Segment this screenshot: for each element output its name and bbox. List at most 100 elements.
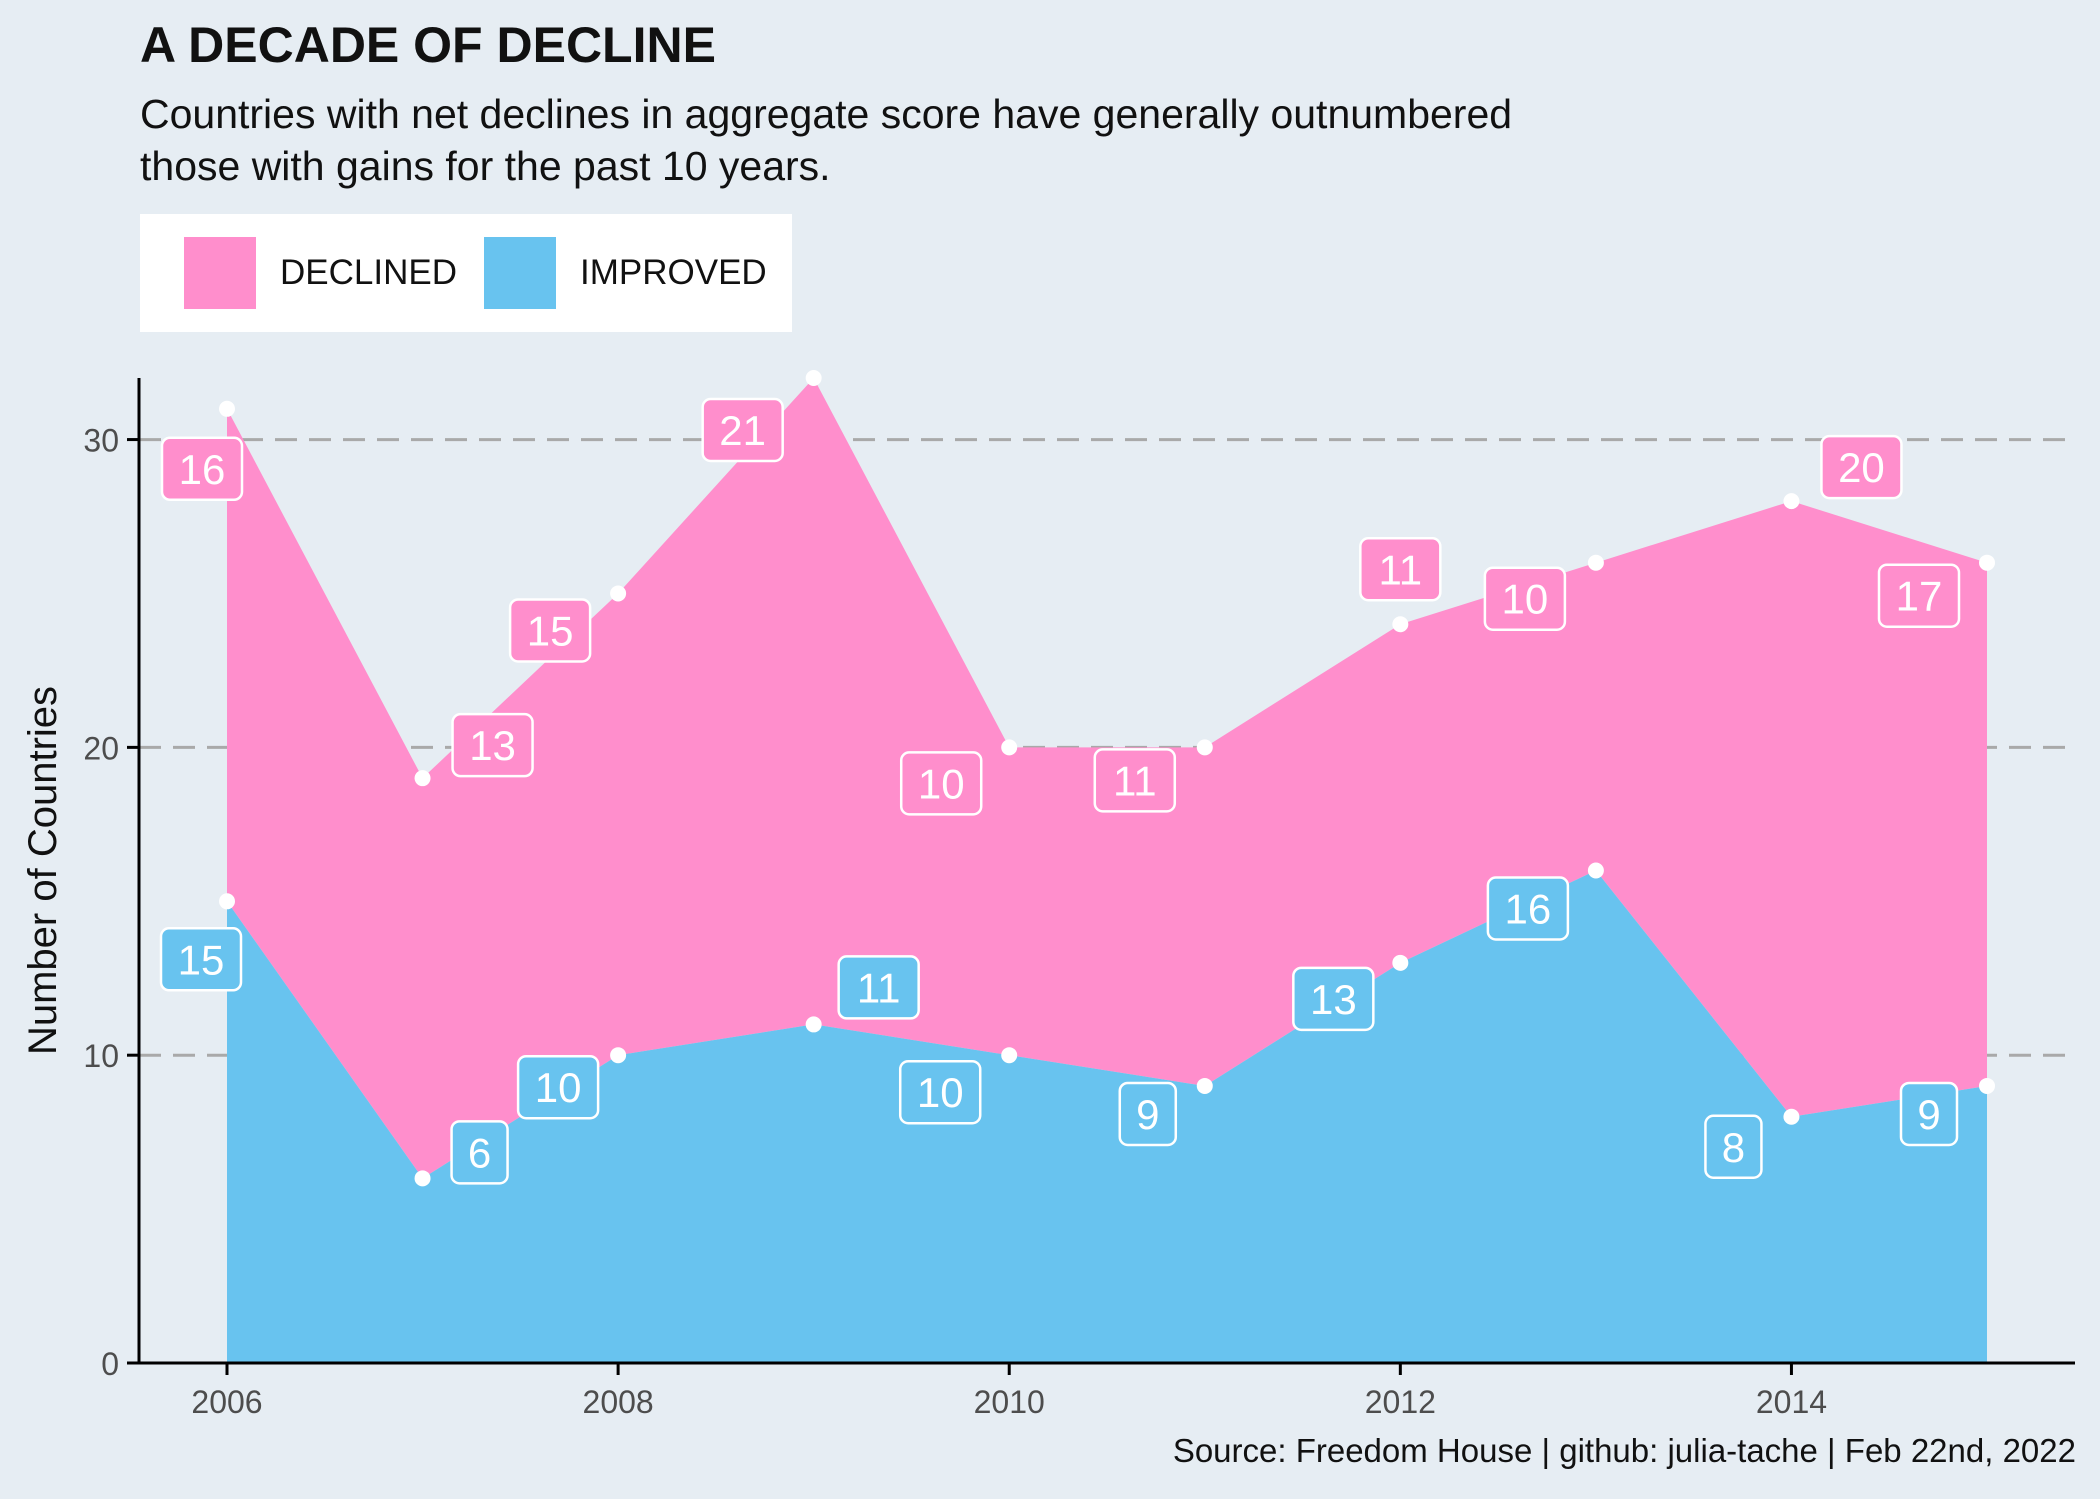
point-improved-2013 [1587,862,1604,879]
data-label-improved-2013-text: 16 [1505,886,1552,933]
data-label-improved-2008-text: 10 [535,1064,582,1111]
data-label-improved-2007: 6 [450,1120,509,1185]
data-label-declined-2006: 16 [160,436,244,502]
data-label-declined-2010: 10 [899,751,983,816]
data-label-improved-2015-box [1899,1081,1959,1147]
legend-label-improved: IMPROVED [580,253,767,292]
point-declined-2007 [414,770,431,787]
legend-label-declined: DECLINED [280,253,457,292]
data-label-improved-2014: 8 [1704,1114,1763,1179]
x-tick-label-2006: 2006 [191,1384,262,1420]
legend: DECLINED IMPROVED [140,214,792,332]
data-label-improved-2009-text: 11 [857,964,901,1011]
data-label-improved-2009-box [837,955,920,1020]
data-label-improved-2014-box [1704,1114,1763,1179]
point-declined-2014 [1783,493,1800,510]
point-improved-2015 [1979,1077,1995,1094]
data-label-improved-2008-box [516,1054,600,1120]
point-declined-2008 [610,585,627,602]
legend-swatch-improved [484,237,556,309]
point-improved-2010 [1001,1047,1018,1064]
source-caption: Source: Freedom House | github: julia-ta… [1172,1432,2076,1469]
data-label-declined-2006-text: 16 [179,446,226,493]
data-label-improved-2013: 16 [1486,876,1570,941]
data-label-declined-2009-box [701,397,784,463]
subtitle-line-1: Countries with net declines in aggregate… [140,91,1513,137]
data-label-declined-2013-box [1483,566,1567,631]
data-label-declined-2013-text: 10 [1502,576,1549,623]
data-label-improved-2007-box [450,1120,509,1185]
point-declined-2006 [219,400,235,417]
point-improved-2012 [1392,954,1409,971]
legend-swatch-declined [184,237,256,309]
data-label-declined-2015-box [1877,563,1961,628]
x-tick-label-2014: 2014 [1756,1384,1827,1420]
x-tick-label-2010: 2010 [974,1384,1045,1420]
subtitle-line-2: those with gains for the past 10 years. [140,143,831,189]
data-label-declined-2011: 11 [1093,748,1177,813]
data-label-improved-2009: 11 [837,955,920,1020]
data-label-declined-2012: 11 [1359,537,1442,602]
point-improved-2007 [414,1170,431,1187]
point-improved-2009 [805,1016,822,1033]
data-label-improved-2006-box [159,927,243,992]
data-label-improved-2011: 9 [1118,1081,1178,1147]
legend-item-improved: IMPROVED [484,237,767,309]
point-declined-2009 [805,370,822,386]
data-label-declined-2009: 21 [701,397,784,463]
data-label-improved-2006: 15 [159,927,243,992]
data-label-improved-2015-text: 9 [1917,1091,1940,1138]
data-label-declined-2012-box [1359,537,1442,602]
point-improved-2006 [219,893,235,910]
data-label-improved-2012: 13 [1292,966,1375,1032]
point-improved-2011 [1196,1077,1213,1094]
data-label-improved-2011-box [1118,1081,1178,1147]
data-label-declined-2014-text: 20 [1838,444,1885,491]
point-declined-2013 [1587,554,1604,571]
data-label-declined-2008-box [508,598,592,663]
data-label-declined-2009-text: 21 [719,407,766,454]
data-label-improved-2012-text: 13 [1310,976,1357,1023]
data-label-declined-2007-box [451,712,534,778]
y-tick-label-0: 0 [101,1346,119,1382]
data-label-declined-2010-box [899,751,983,816]
point-declined-2010 [1001,739,1018,756]
data-label-improved-2006-text: 15 [178,936,225,983]
data-label-improved-2013-box [1486,876,1570,941]
point-declined-2011 [1196,739,1213,756]
chart-subtitle: Countries with net declines in aggregate… [140,88,1840,192]
data-label-declined-2006-box [160,436,244,502]
data-label-declined-2015-text: 17 [1896,573,1943,620]
data-label-declined-2007: 13 [451,712,534,778]
data-label-declined-2011-text: 11 [1113,757,1157,804]
data-label-declined-2014-box [1820,434,1903,500]
y-tick-label-10: 10 [83,1038,119,1074]
point-improved-2008 [610,1047,627,1064]
data-label-declined-2010-text: 10 [918,760,965,807]
data-label-declined-2013: 10 [1483,566,1567,631]
data-label-declined-2015: 17 [1877,563,1961,628]
point-declined-2015 [1979,554,1995,571]
data-label-improved-2015: 9 [1899,1081,1959,1147]
data-label-declined-2011-box [1093,748,1177,813]
y-tick-label-20: 20 [83,730,119,766]
data-label-improved-2011-text: 9 [1136,1091,1159,1138]
data-label-declined-2008: 15 [508,598,592,663]
point-improved-2014 [1783,1108,1800,1125]
data-label-improved-2008: 10 [516,1054,600,1120]
data-label-improved-2010-box [898,1059,982,1125]
data-label-improved-2007-text: 6 [468,1129,491,1176]
data-label-improved-2012-box [1292,966,1375,1032]
point-declined-2012 [1392,616,1409,633]
x-tick-label-2008: 2008 [583,1384,654,1420]
data-label-declined-2014: 20 [1820,434,1903,500]
data-label-declined-2012-text: 11 [1379,546,1423,593]
data-label-improved-2010: 10 [898,1059,982,1125]
legend-item-declined: DECLINED [184,237,457,309]
y-tick-label-30: 30 [83,423,119,459]
data-label-declined-2007-text: 13 [469,722,516,769]
x-tick-label-2012: 2012 [1365,1384,1436,1420]
area-improved [227,870,1987,1363]
data-label-improved-2014-text: 8 [1722,1124,1745,1171]
